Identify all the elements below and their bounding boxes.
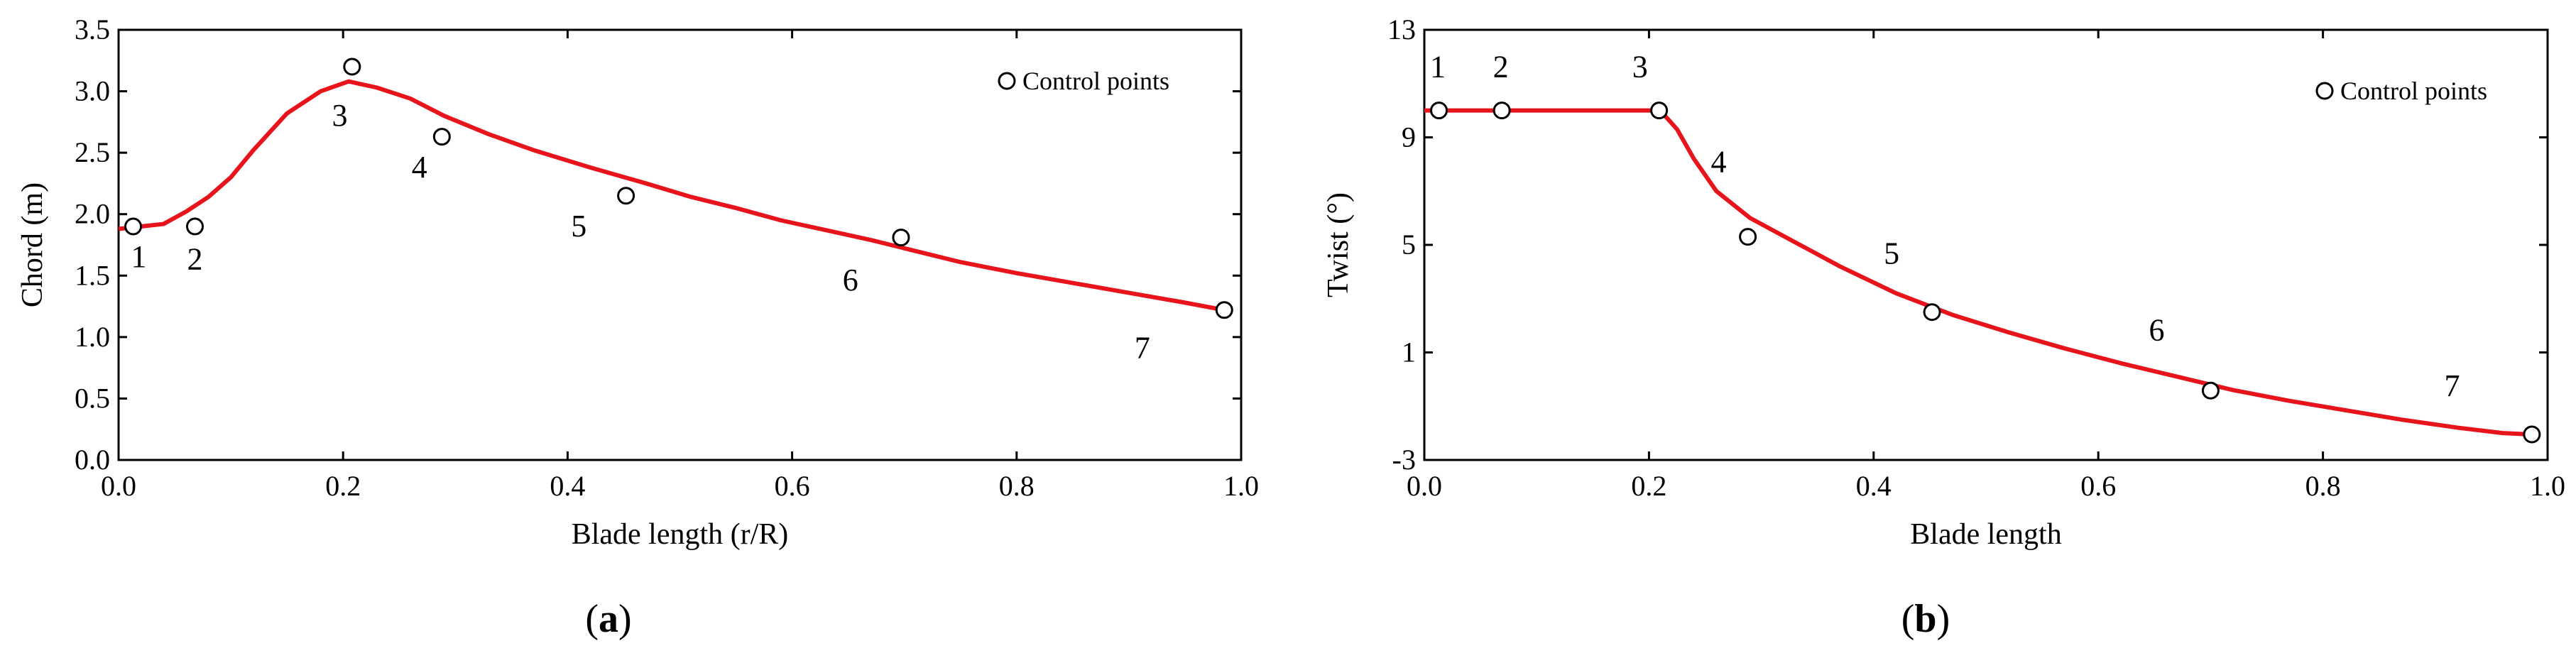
control-point-number: 6: [843, 263, 858, 297]
y-axis-label: Chord (m): [16, 182, 49, 307]
y-tick-label: 3.5: [75, 13, 110, 45]
control-point-marker: [2523, 425, 2541, 444]
control-point-marker: [1492, 102, 1511, 120]
panel-label-open: (: [1901, 597, 1915, 641]
control-point-marker: [1430, 102, 1448, 120]
x-axis-label: Blade length (r/R): [572, 518, 789, 551]
control-point-number: 4: [412, 150, 427, 185]
y-tick-label: 2.5: [75, 136, 110, 168]
x-tick-label: 0.6: [2080, 470, 2116, 502]
y-tick-label: 5: [1402, 229, 1416, 261]
control-point-number: 5: [571, 209, 586, 243]
legend-marker: [2315, 82, 2334, 100]
y-tick-label: 0.0: [75, 444, 110, 476]
y-tick-label: 1: [1402, 336, 1416, 368]
panel-label-letter: b: [1914, 597, 1936, 641]
x-tick-label: 1.0: [2530, 470, 2565, 502]
x-tick-label: 0.6: [775, 470, 810, 502]
x-tick-label: 0.0: [1407, 470, 1442, 502]
panel-label-letter: a: [599, 597, 618, 641]
x-tick-label: 0.4: [550, 470, 585, 502]
control-point-marker: [2201, 381, 2220, 400]
x-tick-label: 0.0: [101, 470, 136, 502]
interpolated-curve: [1424, 108, 2531, 437]
x-tick-label: 0.2: [1631, 470, 1666, 502]
plot-frame: [117, 28, 1243, 461]
legend-label: Control points: [2340, 77, 2487, 105]
x-tick-label: 1.0: [1223, 470, 1259, 502]
y-tick-label: -3: [1392, 444, 1416, 476]
control-point-marker: [1215, 301, 1233, 319]
panel-label-close: ): [1937, 597, 1950, 641]
y-tick-label: 3.0: [75, 75, 110, 107]
interpolated-curve: [118, 79, 1225, 312]
control-point-marker: [186, 217, 204, 236]
control-point-number: 2: [1493, 49, 1509, 84]
control-point-marker: [432, 128, 451, 146]
y-tick-label: 1.5: [75, 259, 110, 291]
control-point-marker: [892, 229, 910, 247]
x-tick-label: 0.8: [999, 470, 1035, 502]
control-point-marker: [1923, 303, 1941, 322]
control-point-number: 4: [1710, 145, 1726, 180]
control-point-marker: [1739, 228, 1757, 246]
control-point-number: 7: [1135, 330, 1150, 365]
x-tick-label: 0.2: [325, 470, 361, 502]
y-tick-label: 13: [1387, 13, 1416, 45]
panel-label: (a): [585, 597, 631, 641]
x-axis-label: Blade length: [1910, 518, 2061, 551]
control-point-number: 2: [187, 242, 203, 277]
control-point-marker: [343, 57, 361, 76]
x-tick-label: 0.8: [2305, 470, 2341, 502]
control-point-number: 7: [2445, 368, 2460, 403]
y-tick-label: 1.0: [75, 321, 110, 353]
control-point-marker: [617, 187, 635, 205]
panel-label-open: (: [585, 597, 599, 641]
control-point-number: 3: [332, 98, 347, 133]
y-tick-label: 9: [1402, 121, 1416, 153]
control-point-number: 1: [1430, 49, 1446, 84]
panel-label: (b): [1901, 597, 1950, 641]
chart-panel-a: 0.0 0.2 0.4 0.6 0.8 1.0 0.0 0.5 1.0 1.5 2.0 2.5 3.0 3…: [16, 13, 1259, 641]
control-point-number: 3: [1632, 49, 1648, 84]
control-point-marker: [1650, 102, 1669, 120]
control-point-number: 5: [1884, 236, 1899, 271]
y-tick-label: 2.0: [75, 198, 110, 230]
y-tick-label: 0.5: [75, 382, 110, 414]
legend-label: Control points: [1022, 67, 1169, 95]
y-axis-label: Twist (°): [1322, 192, 1355, 297]
panel-label-close: ): [618, 597, 632, 641]
legend-marker: [998, 72, 1016, 90]
control-point-number: 6: [2149, 312, 2164, 347]
x-tick-label: 0.4: [1856, 470, 1892, 502]
control-point-marker: [124, 217, 143, 236]
control-point-number: 1: [131, 239, 146, 274]
